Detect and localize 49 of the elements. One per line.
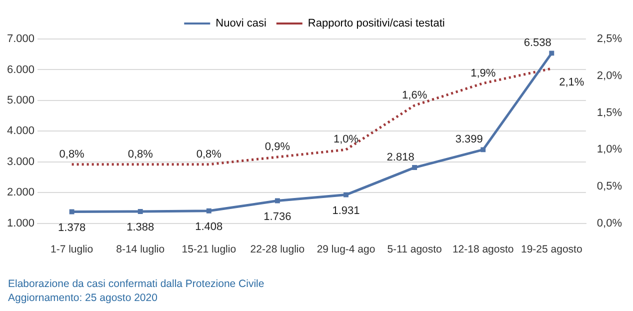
data-label: 3.399 (455, 134, 483, 146)
point (344, 192, 348, 198)
y-tick-label: 6.000 (6, 64, 35, 76)
data-label: 1.931 (332, 204, 360, 217)
x-tick-label: 19-25 agosto (520, 244, 582, 256)
y2-tick-label: 0,5% (596, 180, 622, 193)
point (206, 208, 212, 214)
text: Elaborazione da casi confermati dalla Protezione Civile (8, 277, 264, 291)
y-tick-label: 7.000 (6, 33, 35, 46)
data-label: 1.408 (195, 220, 223, 233)
x-tick-label: 1-7 luglio (50, 244, 94, 256)
x-tick-label: 29 lug-4 ago (316, 244, 376, 256)
data-label: 2.818 (386, 152, 414, 164)
legend-label: Nuovi casi (216, 18, 266, 30)
point (274, 198, 280, 204)
x-tick-label: 12-18 agosto (452, 244, 514, 256)
data-label: 1.388 (126, 222, 154, 234)
y2-tick-label: 2,0% (596, 70, 622, 82)
data-label: 0,9% (264, 141, 290, 154)
data-label: 1,6% (402, 89, 428, 102)
x-tick-label: 15-21 luglio (182, 244, 236, 256)
point (549, 50, 554, 56)
data-label: 1,0% (333, 134, 359, 146)
point (69, 209, 74, 214)
y-tick-label: 1.000 (6, 217, 35, 230)
x-tick-label: 8-14 luglio (116, 244, 165, 256)
point (138, 209, 143, 214)
point (412, 165, 418, 170)
data-label: 1,9% (470, 67, 496, 80)
y2-tick-label: 2,5% (596, 33, 622, 46)
legend-label: Rapporto positivi/casi testati (308, 18, 445, 30)
y-tick-label: 5.000 (6, 94, 35, 106)
data-label: 0,8% (196, 148, 222, 160)
data-label: 6.538 (524, 37, 552, 50)
y-tick-label: 3.000 (6, 156, 35, 168)
y2-tick-label: 1,5% (596, 106, 622, 119)
data-label: 2,1% (559, 76, 584, 89)
point (480, 147, 486, 152)
y-tick-label: 4.000 (6, 125, 35, 138)
y2-tick-label: 1,0% (596, 144, 622, 156)
x-tick-label: 5-11 agosto (387, 244, 442, 256)
y2-tick-label: 0,0% (596, 217, 622, 230)
data-label: 0,8% (128, 148, 154, 160)
y-tick-label: 2.000 (6, 186, 35, 199)
data-label: 1.378 (58, 222, 86, 234)
x-tick-label: 22-28 luglio (250, 244, 305, 256)
data-label: 1.736 (264, 210, 292, 223)
data-label: 0,8% (59, 148, 85, 160)
text: Aggiornamento: 25 agosto 2020 (8, 291, 158, 305)
